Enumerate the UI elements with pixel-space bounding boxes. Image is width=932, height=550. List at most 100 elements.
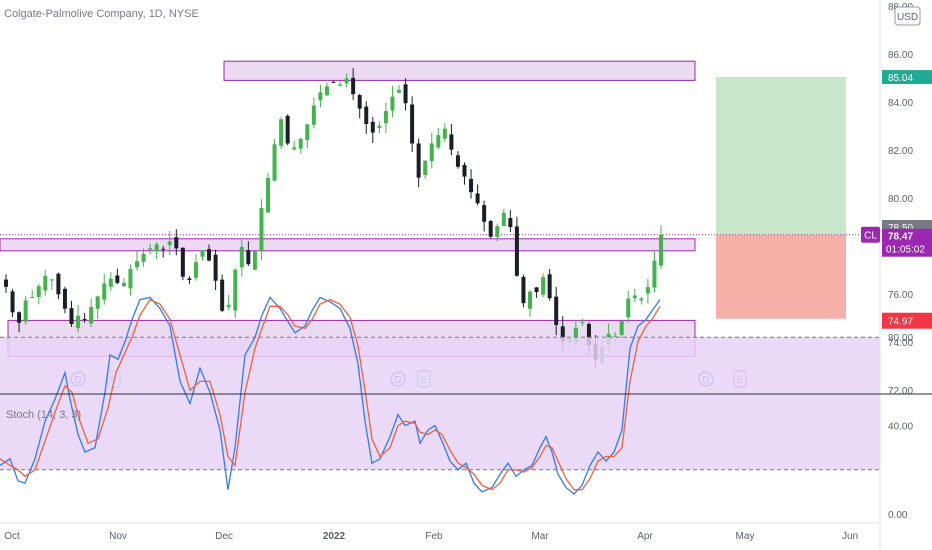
- candle-body: [4, 279, 8, 287]
- symbol-tag-bg: [861, 226, 880, 243]
- last-price-value: 78.47: [888, 232, 913, 243]
- candle-body: [528, 291, 532, 309]
- candle-body: [23, 300, 28, 322]
- time-axis-label: Dec: [215, 531, 233, 542]
- candle-body: [449, 134, 454, 150]
- candle-body: [56, 273, 61, 295]
- last-price-bg: [882, 228, 932, 257]
- candle-body: [482, 205, 487, 222]
- candle-body: [508, 218, 513, 228]
- symbol-tag-text: CL: [864, 231, 877, 242]
- time-axis-label: Mar: [531, 531, 549, 542]
- candle-body: [30, 297, 35, 299]
- entry-price-tag-text: 78.50: [888, 223, 913, 234]
- candle-body: [10, 291, 15, 313]
- candle-body: [495, 226, 500, 237]
- candle-body: [305, 124, 310, 140]
- candle-body: [135, 261, 139, 268]
- time-axis-label: May: [736, 531, 755, 542]
- candle-body: [475, 193, 480, 204]
- candle-body: [501, 212, 506, 227]
- candle-body: [292, 147, 297, 150]
- countdown-value: 01:05:02: [886, 245, 925, 256]
- candle-body: [62, 288, 67, 309]
- candle-body: [108, 278, 113, 287]
- stoch-title: Stoch (14, 3, 3): [6, 409, 81, 421]
- candle-body: [95, 296, 100, 309]
- candle-body: [259, 208, 264, 251]
- currency-badge[interactable]: USD: [894, 6, 921, 26]
- candle-body: [357, 95, 362, 109]
- candle-body: [213, 254, 218, 281]
- candle-body: [167, 241, 172, 246]
- candle-body: [416, 143, 421, 178]
- candle-body: [436, 135, 441, 148]
- candle-body: [82, 318, 87, 320]
- price-tick-label: 86.00: [888, 50, 913, 61]
- candle-body: [207, 249, 212, 261]
- last-price-tag: 78.47 01:05:02: [882, 228, 932, 257]
- candle-body: [364, 106, 369, 124]
- currency-badge-box: [894, 6, 921, 26]
- time-axis-label: 2022: [323, 531, 346, 542]
- stoch-line-k: [0, 296, 661, 495]
- stoch-tick-label: 40.00: [888, 422, 913, 433]
- candle-body: [298, 138, 303, 149]
- candle-body: [43, 275, 48, 291]
- candle-body: [429, 143, 434, 162]
- candle-body: [397, 90, 401, 93]
- candle-body: [154, 244, 159, 252]
- zone-rect: [0, 238, 696, 252]
- target-price-tag-text: 85.04: [888, 73, 913, 84]
- zone-rect: [223, 60, 696, 81]
- stoch-tick-label: 0.00: [888, 510, 908, 521]
- candle-body: [102, 283, 107, 300]
- candle-body: [272, 144, 277, 181]
- candle-body: [246, 250, 251, 265]
- candle-body: [76, 315, 81, 328]
- candle-body: [331, 81, 336, 83]
- candle-body: [423, 160, 428, 175]
- candle-body: [613, 335, 618, 337]
- price-tick-label: 76.00: [888, 290, 913, 301]
- candle-body: [89, 307, 94, 324]
- candle-body: [580, 321, 585, 323]
- candle-body: [442, 128, 447, 139]
- zones-layer: [0, 60, 696, 357]
- symbol-tag: CL: [861, 226, 880, 243]
- candle-body: [390, 96, 395, 111]
- candle-body: [469, 178, 474, 193]
- time-axis-label: Apr: [637, 531, 653, 542]
- candle-body: [220, 279, 225, 311]
- stop-price-tag-bg: [882, 312, 932, 329]
- candle-body: [226, 304, 231, 308]
- candle-body: [187, 278, 192, 280]
- candle-body: [560, 326, 565, 342]
- candle-body: [128, 268, 133, 289]
- candle-body: [652, 260, 657, 288]
- candle-body: [49, 279, 54, 281]
- stop-price-tag: 74.97: [882, 312, 932, 329]
- candle-body: [534, 287, 539, 293]
- stop-area: [716, 234, 846, 319]
- price-tick-label: 74.00: [888, 338, 913, 349]
- candle-body: [521, 276, 526, 304]
- candle-body: [351, 77, 356, 95]
- stoch-line-d: [0, 298, 661, 491]
- candle-body: [148, 248, 153, 250]
- candle-body: [586, 323, 591, 346]
- candle-body: [324, 86, 329, 96]
- candle-body: [311, 105, 316, 125]
- candle-body: [69, 308, 74, 324]
- price-tick-label: 80.00: [888, 194, 913, 205]
- candle-body: [180, 247, 185, 277]
- candle-body: [141, 253, 146, 262]
- candle-body: [488, 220, 493, 237]
- stoch-tick-label: 80.00: [888, 333, 913, 344]
- target-price-tag-bg: [882, 70, 932, 85]
- candle-body: [338, 84, 343, 86]
- candle-body: [266, 178, 270, 213]
- candle-body: [554, 296, 559, 325]
